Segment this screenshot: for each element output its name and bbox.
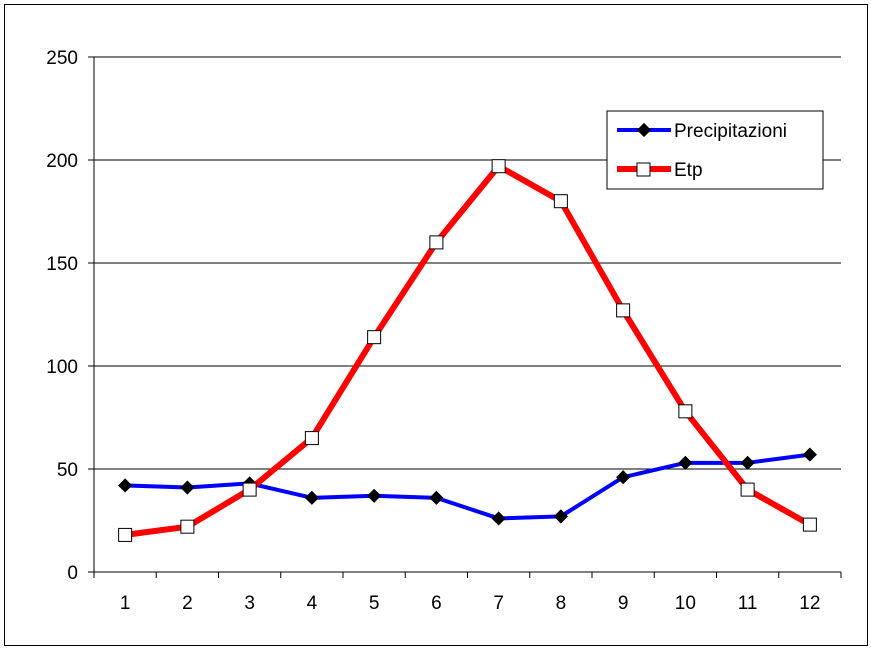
x-tick-label-11: 11 (738, 593, 758, 614)
point-etp-8 (553, 194, 568, 209)
point-precipitazioni-1 (118, 478, 133, 493)
point-precipitazioni-5 (367, 488, 382, 503)
point-etp-11 (740, 482, 755, 497)
point-etp-1 (118, 527, 133, 542)
point-etp-9 (616, 303, 631, 318)
x-tick-label-6: 6 (431, 593, 442, 614)
point-etp-2 (180, 519, 195, 534)
point-precipitazioni-2 (180, 480, 195, 495)
legend: Precipitazioni Etp (606, 110, 824, 190)
x-tick-label-5: 5 (369, 593, 380, 614)
point-etp-12 (802, 517, 817, 532)
point-etp-7 (491, 159, 506, 174)
point-precipitazioni-8 (553, 509, 568, 524)
y-tick-label-200: 200 (46, 151, 78, 172)
point-precipitazioni-11 (740, 455, 755, 470)
y-tick-label-0: 0 (67, 563, 78, 584)
point-etp-6 (429, 235, 444, 250)
x-tick-label-3: 3 (244, 593, 255, 614)
point-etp-3 (242, 482, 257, 497)
x-tick-label-9: 9 (618, 593, 629, 614)
y-tick-label-150: 150 (46, 254, 78, 275)
series-line-precipitazioni (125, 452, 811, 521)
x-tick-label-12: 12 (799, 593, 820, 614)
x-tick-label-10: 10 (675, 593, 696, 614)
series-line-etp (124, 163, 812, 538)
point-precipitazioni-12 (802, 447, 817, 462)
legend-marker-precipitazioni (636, 122, 652, 138)
point-etp-10 (678, 404, 693, 419)
x-tick-label-1: 1 (120, 593, 131, 614)
x-tick-label-7: 7 (493, 593, 504, 614)
y-tick-label-250: 250 (46, 48, 78, 69)
gridlines (94, 56, 841, 470)
point-precipitazioni-6 (429, 490, 444, 505)
legend-label-precipitazioni: Precipitazioni (674, 121, 787, 142)
legend-label-etp: Etp (674, 160, 703, 181)
point-precipitazioni-4 (304, 490, 319, 505)
y-tick-label-100: 100 (46, 357, 78, 378)
point-etp-5 (367, 330, 382, 345)
point-precipitazioni-7 (491, 511, 506, 526)
x-tick-label-2: 2 (182, 593, 193, 614)
legend-marker-etp (636, 162, 651, 177)
point-precipitazioni-10 (678, 455, 693, 470)
x-tick-label-8: 8 (556, 593, 567, 614)
point-etp-4 (304, 431, 319, 446)
y-tick-label-50: 50 (57, 460, 78, 481)
x-tick-label-4: 4 (307, 593, 318, 614)
series-lines (118, 159, 817, 542)
point-precipitazioni-9 (616, 470, 631, 485)
